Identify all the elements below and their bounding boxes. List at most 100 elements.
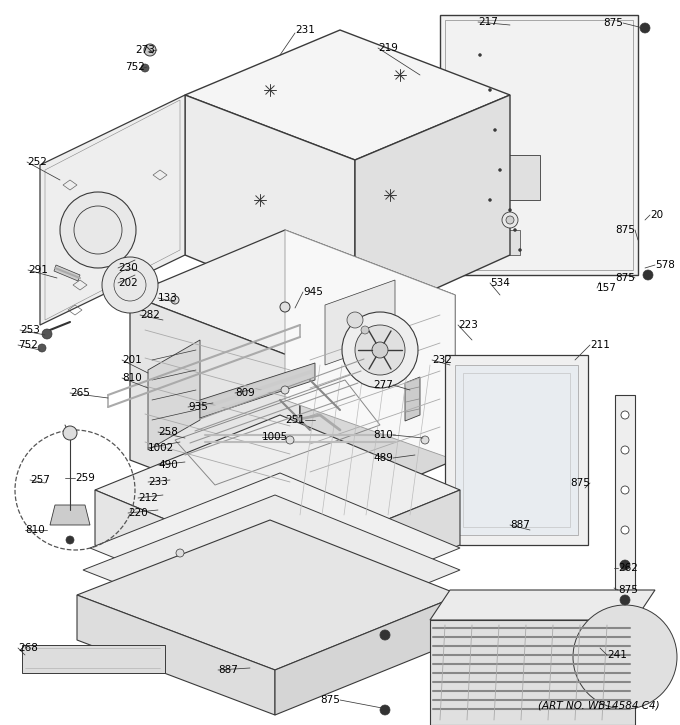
Polygon shape xyxy=(130,230,455,360)
Circle shape xyxy=(380,630,390,640)
Text: 887: 887 xyxy=(218,665,238,675)
Circle shape xyxy=(355,325,405,375)
Circle shape xyxy=(347,312,363,328)
Circle shape xyxy=(513,228,517,231)
Circle shape xyxy=(643,270,653,280)
Polygon shape xyxy=(355,95,510,325)
Text: 201: 201 xyxy=(122,355,141,365)
Text: 259: 259 xyxy=(75,473,95,483)
Circle shape xyxy=(102,257,158,313)
Circle shape xyxy=(506,216,514,224)
Text: 810: 810 xyxy=(373,430,393,440)
Circle shape xyxy=(479,54,481,57)
Text: 241: 241 xyxy=(607,650,627,660)
Polygon shape xyxy=(615,395,635,590)
Text: (ART NO. WB14584 C4): (ART NO. WB14584 C4) xyxy=(539,700,660,710)
Polygon shape xyxy=(83,495,460,645)
Circle shape xyxy=(280,302,290,312)
Text: 875: 875 xyxy=(615,273,635,283)
Polygon shape xyxy=(445,355,588,545)
Text: 875: 875 xyxy=(618,585,638,595)
Circle shape xyxy=(488,88,492,91)
Circle shape xyxy=(144,44,156,56)
Circle shape xyxy=(176,549,184,557)
Text: 534: 534 xyxy=(490,278,510,288)
Text: 489: 489 xyxy=(373,453,393,463)
Text: 875: 875 xyxy=(615,225,635,235)
Text: 265: 265 xyxy=(70,388,90,398)
Polygon shape xyxy=(22,645,165,673)
Text: 945: 945 xyxy=(303,287,323,297)
Text: 875: 875 xyxy=(320,695,340,705)
Polygon shape xyxy=(480,155,540,200)
Text: 157: 157 xyxy=(597,283,617,293)
Polygon shape xyxy=(300,295,455,525)
Circle shape xyxy=(621,561,629,569)
Circle shape xyxy=(640,23,650,33)
Circle shape xyxy=(38,344,46,352)
Text: 211: 211 xyxy=(590,340,610,350)
Circle shape xyxy=(42,329,52,339)
Circle shape xyxy=(342,312,418,388)
Polygon shape xyxy=(325,280,395,365)
Text: 252: 252 xyxy=(27,157,47,167)
Text: 232: 232 xyxy=(432,355,452,365)
Text: 810: 810 xyxy=(25,525,45,535)
Polygon shape xyxy=(440,15,638,275)
Text: 1002: 1002 xyxy=(148,443,174,453)
Text: 223: 223 xyxy=(458,320,478,330)
Circle shape xyxy=(621,411,629,419)
Text: 887: 887 xyxy=(510,520,530,530)
Circle shape xyxy=(621,446,629,454)
Polygon shape xyxy=(285,230,455,460)
Text: 268: 268 xyxy=(18,643,38,653)
Polygon shape xyxy=(95,490,275,620)
Text: 809: 809 xyxy=(235,388,255,398)
Circle shape xyxy=(63,426,77,440)
Circle shape xyxy=(494,128,496,131)
Text: 212: 212 xyxy=(138,493,158,503)
Text: 277: 277 xyxy=(373,380,393,390)
Text: 230: 230 xyxy=(118,263,138,273)
Circle shape xyxy=(620,595,630,605)
Text: 133: 133 xyxy=(158,293,178,303)
Circle shape xyxy=(141,64,149,72)
Text: 233: 233 xyxy=(148,477,168,487)
Text: 202: 202 xyxy=(118,278,138,288)
Circle shape xyxy=(509,209,511,212)
Polygon shape xyxy=(185,95,355,325)
Circle shape xyxy=(488,199,492,202)
Circle shape xyxy=(621,526,629,534)
Circle shape xyxy=(518,249,522,252)
Text: 935: 935 xyxy=(188,402,208,412)
Polygon shape xyxy=(480,230,520,255)
Circle shape xyxy=(498,168,502,172)
Text: 262: 262 xyxy=(618,563,638,573)
Text: 258: 258 xyxy=(158,427,178,437)
Circle shape xyxy=(286,436,294,444)
Text: 875: 875 xyxy=(570,478,590,488)
Circle shape xyxy=(502,212,518,228)
Text: 251: 251 xyxy=(285,415,305,425)
Polygon shape xyxy=(77,595,275,715)
Text: 219: 219 xyxy=(378,43,398,53)
Polygon shape xyxy=(430,620,635,725)
Circle shape xyxy=(66,536,74,544)
Polygon shape xyxy=(50,505,90,525)
Text: 752: 752 xyxy=(18,340,38,350)
Circle shape xyxy=(361,326,369,334)
Circle shape xyxy=(621,486,629,494)
Polygon shape xyxy=(185,30,510,160)
Polygon shape xyxy=(275,490,460,620)
Circle shape xyxy=(620,560,630,570)
Circle shape xyxy=(421,436,429,444)
Polygon shape xyxy=(200,363,315,418)
Text: 231: 231 xyxy=(295,25,315,35)
Circle shape xyxy=(372,342,388,358)
Polygon shape xyxy=(40,95,185,325)
Text: 217: 217 xyxy=(478,17,498,27)
Text: 257: 257 xyxy=(30,475,50,485)
Text: 291: 291 xyxy=(28,265,48,275)
Circle shape xyxy=(380,705,390,715)
Text: 810: 810 xyxy=(122,373,141,383)
